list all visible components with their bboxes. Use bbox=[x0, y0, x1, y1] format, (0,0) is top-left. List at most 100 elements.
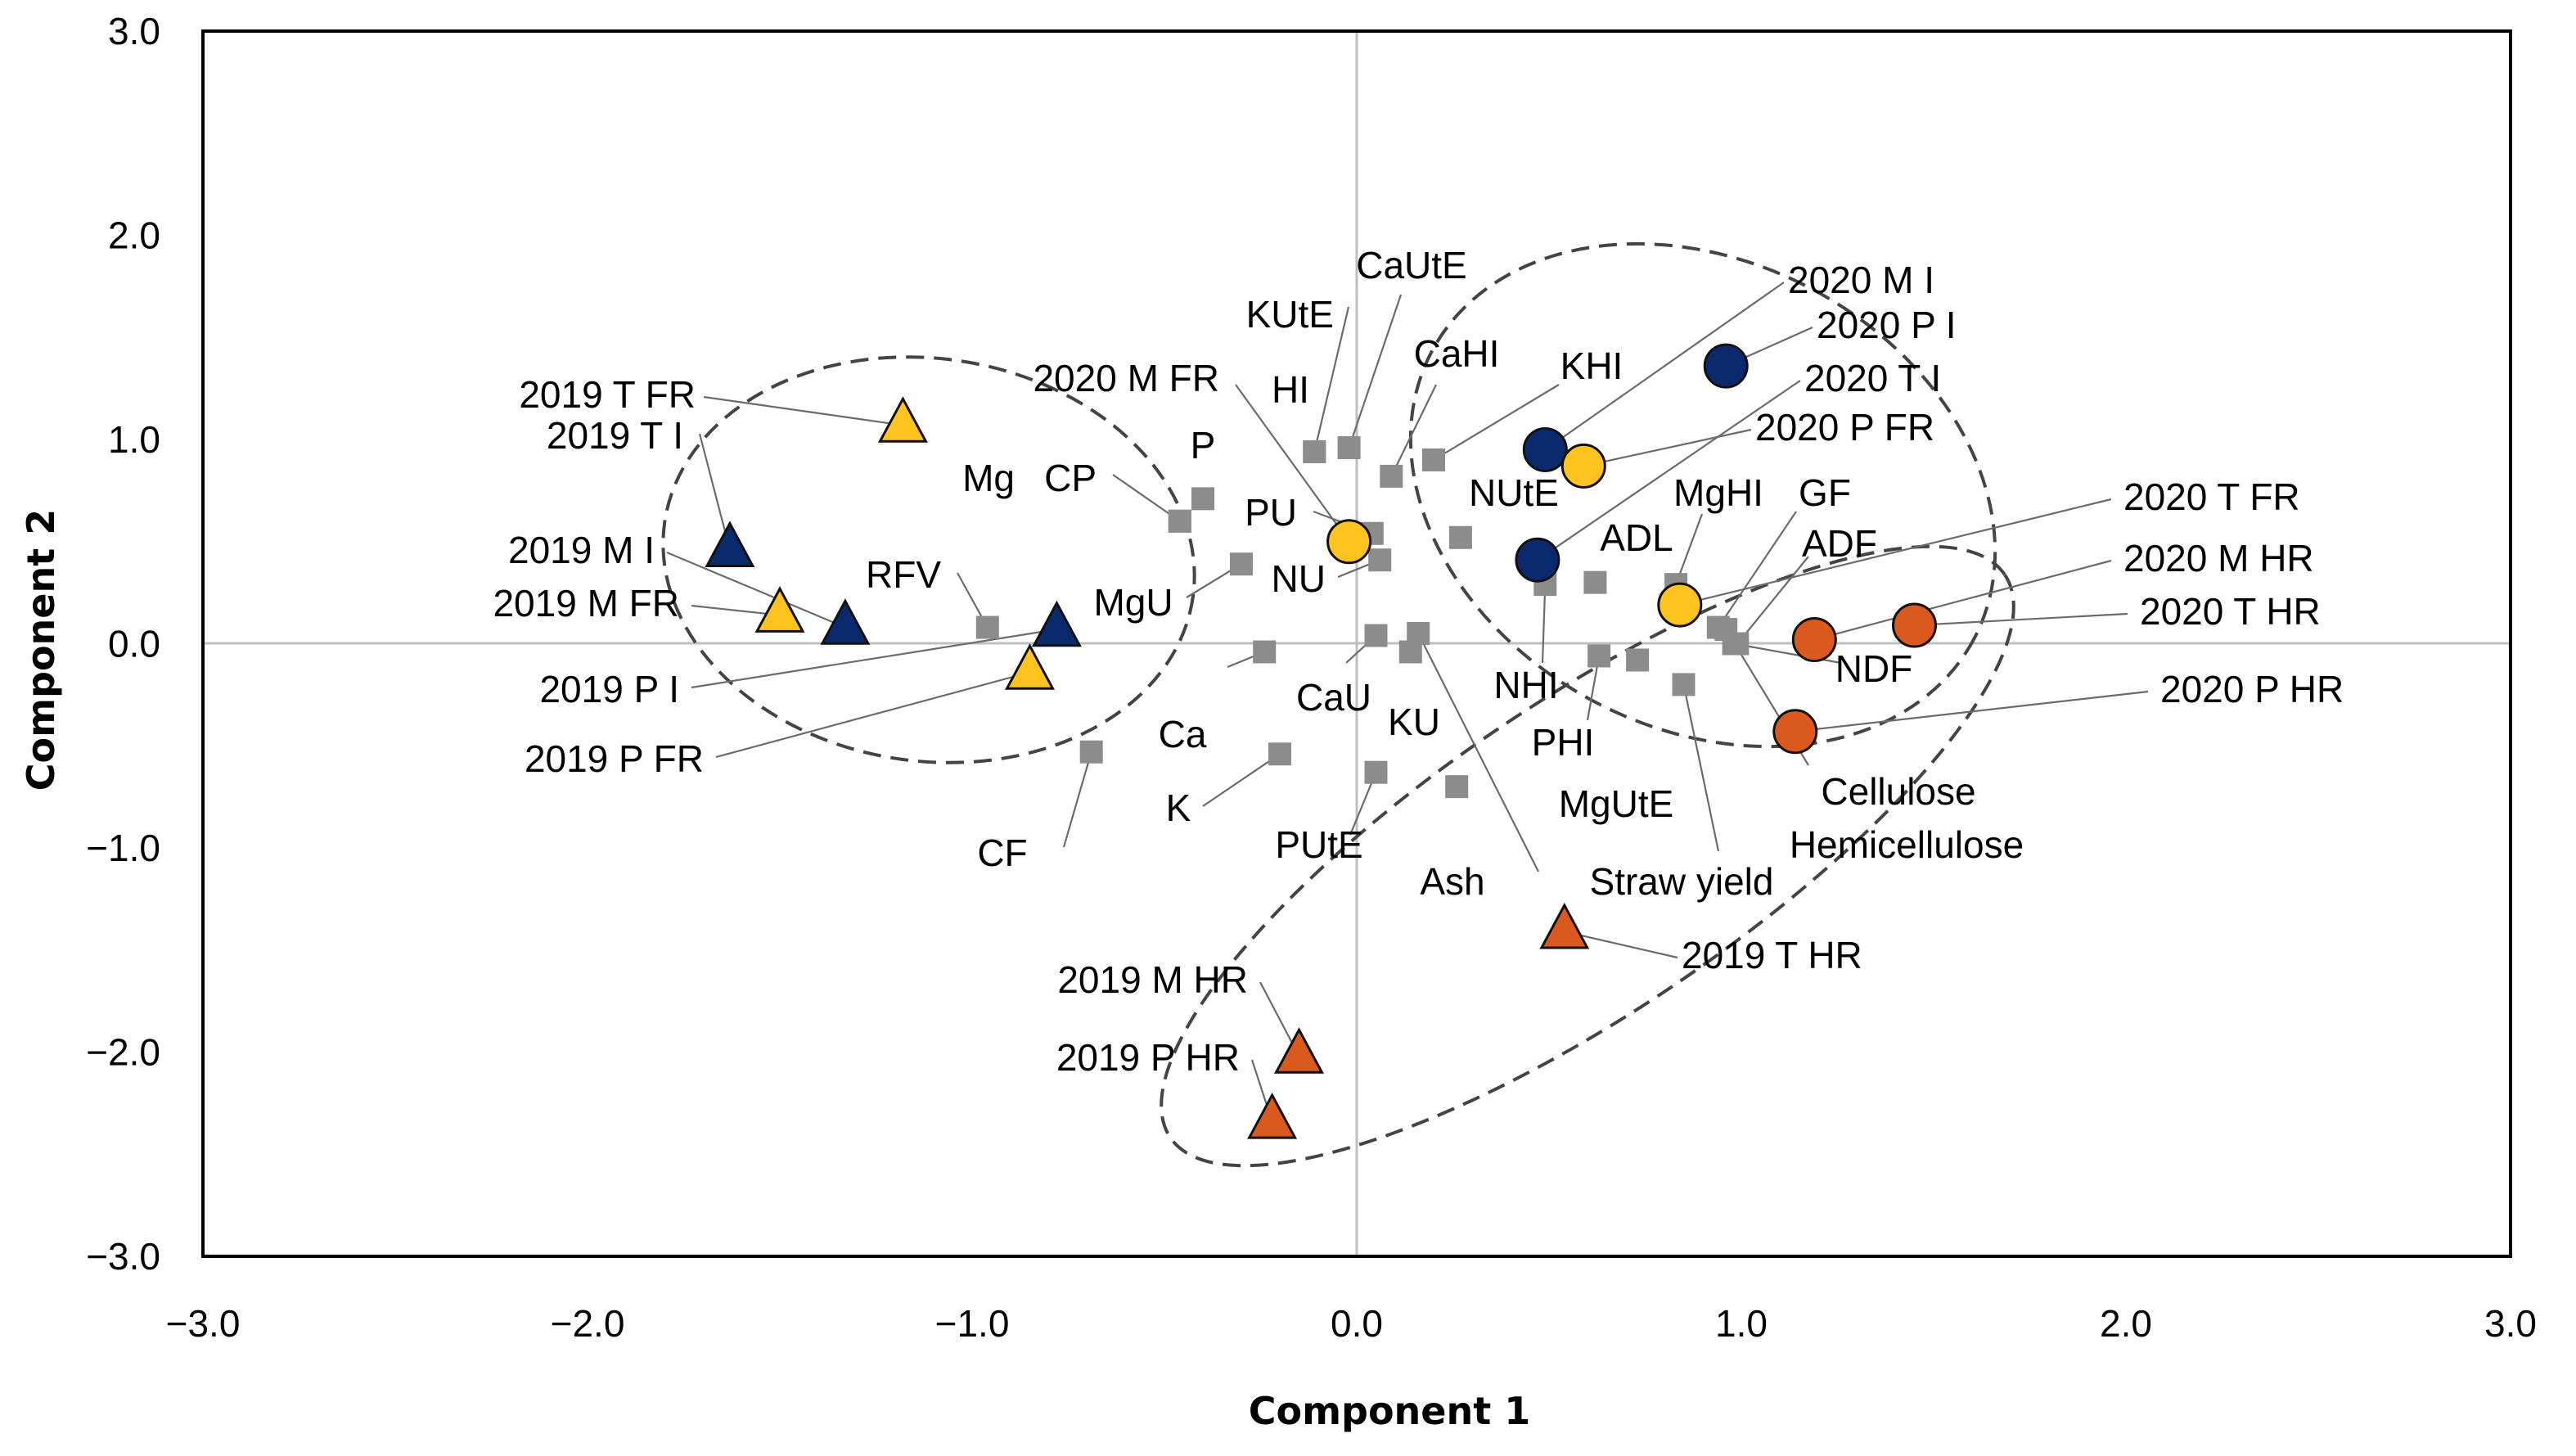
variable-label-khi: KHI bbox=[1560, 345, 1624, 387]
variable-marker-p bbox=[1191, 487, 1214, 511]
treatment-label-2020-m-i: 2020 M I bbox=[1788, 259, 1934, 301]
axis-ticks: −3.0 −2.0 −1.0 0.0 1.0 2.0 3.0 −3.0 −2.0 −1.0 0.0 1… bbox=[86, 10, 2537, 1345]
treatment-leader-2020-t-fr bbox=[1679, 498, 2112, 606]
y-tick-label: 3.0 bbox=[108, 10, 160, 52]
variable-label-ash: Ash bbox=[1420, 860, 1484, 903]
variable-label-nu: NU bbox=[1272, 557, 1326, 600]
treatment-marker-2019-m-i bbox=[820, 598, 871, 645]
y-tick-label: −2.0 bbox=[86, 1031, 160, 1074]
variable-marker-nute bbox=[1448, 525, 1472, 549]
variable-marker-cf bbox=[1079, 740, 1103, 764]
variable-label-phi: PHI bbox=[1532, 721, 1595, 764]
treatment-label-2020-t-fr: 2020 T FR bbox=[2123, 476, 2300, 518]
variable-label-ku: KU bbox=[1388, 701, 1440, 743]
treatment-marker-2020-p-fr bbox=[1560, 443, 1606, 489]
treatment-leader-2020-m-hr bbox=[1814, 559, 2112, 641]
variable-marker-ash bbox=[1445, 775, 1469, 799]
treatment-label-2019-p-fr: 2019 P FR bbox=[525, 737, 704, 780]
treatment-leader-2019-p-i bbox=[691, 628, 1057, 689]
y-tick-label: −1.0 bbox=[86, 827, 160, 869]
point-labels: KUtE CaUtE HI CaHI KHI P Mg CP PU NU NUtE MgHI GF ADF… bbox=[493, 244, 2344, 1079]
variable-leader-caute bbox=[1348, 294, 1403, 449]
treatment-label-2020-t-hr: 2020 T HR bbox=[2140, 590, 2321, 633]
variable-label-mghi: MgHI bbox=[1673, 471, 1763, 514]
x-tick-label: −1.0 bbox=[935, 1302, 1010, 1345]
treatment-marker-2019-m-fr bbox=[754, 586, 805, 633]
variable-leader-adf bbox=[1736, 556, 1809, 645]
ellipse-2020-i-fr bbox=[1408, 241, 1997, 749]
variable-marker-adl bbox=[1583, 570, 1607, 594]
treatment-marker-2019-t-fr bbox=[877, 396, 928, 443]
treatment-label-2020-p-hr: 2020 P HR bbox=[2160, 668, 2344, 710]
variable-marker-ca bbox=[1253, 640, 1277, 664]
treatment-marker-2020-t-hr bbox=[1892, 602, 1937, 648]
variable-leader-khi bbox=[1433, 384, 1560, 461]
treatment-label-2019-t-fr: 2019 T FR bbox=[519, 373, 696, 416]
variable-label-cahi: CaHI bbox=[1414, 332, 1500, 375]
variable-marker-k bbox=[1268, 742, 1291, 766]
treatment-label-2019-m-hr: 2019 M HR bbox=[1057, 958, 1248, 1001]
variable-label-pu: PU bbox=[1245, 491, 1297, 534]
treatment-label-2020-m-fr: 2020 M FR bbox=[1033, 357, 1219, 399]
treatment-leader-2019-p-fr bbox=[715, 671, 1030, 759]
variable-label-hi: HI bbox=[1272, 368, 1309, 411]
variable-label-caute: CaUtE bbox=[1356, 244, 1466, 286]
variable-marker-pute bbox=[1364, 760, 1388, 784]
ellipse-hr-group bbox=[1160, 544, 2015, 1168]
variable-leader-nhi bbox=[1541, 584, 1547, 664]
treatment-marker-2020-p-hr bbox=[1772, 709, 1818, 755]
variable-leader-gf bbox=[1717, 511, 1797, 629]
treatment-markers bbox=[705, 343, 1937, 1139]
variable-marker-hemicellulose bbox=[1672, 673, 1696, 696]
y-tick-label: 1.0 bbox=[108, 418, 160, 461]
variable-marker-mgu bbox=[1230, 552, 1253, 576]
treatment-label-2019-m-fr: 2019 M FR bbox=[493, 582, 679, 624]
variable-marker-cau bbox=[1364, 624, 1388, 647]
variable-marker-straw-yield bbox=[1407, 622, 1430, 646]
variable-marker-khi bbox=[1422, 448, 1445, 471]
treatment-marker-2020-m-hr bbox=[1791, 617, 1837, 663]
y-tick-label: 0.0 bbox=[108, 623, 160, 665]
variable-label-nute: NUtE bbox=[1469, 471, 1559, 514]
variable-label-mg: Mg bbox=[962, 457, 1015, 499]
variable-label-adl: ADL bbox=[1600, 516, 1673, 559]
variable-leader-cahi bbox=[1390, 384, 1437, 477]
treatment-leader-2020-m-i bbox=[1544, 282, 1785, 451]
variable-leader-mghi bbox=[1675, 513, 1704, 585]
treatment-marker-2019-m-hr bbox=[1273, 1027, 1325, 1074]
variable-label-p: P bbox=[1191, 424, 1216, 467]
treatment-marker-2020-t-fr bbox=[1657, 582, 1703, 628]
y-axis-title: Component 2 bbox=[19, 509, 63, 791]
variable-label-mgu: MgU bbox=[1093, 581, 1173, 624]
x-tick-label: 3.0 bbox=[2484, 1302, 2537, 1345]
treatment-marker-2019-p-fr bbox=[1004, 643, 1056, 690]
treatment-label-2020-t-i: 2020 T I bbox=[1804, 357, 1941, 399]
variable-marker-rfv bbox=[975, 615, 999, 639]
x-tick-label: −3.0 bbox=[166, 1302, 241, 1345]
variable-label-k: K bbox=[1166, 787, 1191, 829]
treatment-marker-2019-t-hr bbox=[1539, 902, 1590, 949]
treatment-label-2020-p-i: 2020 P I bbox=[1817, 304, 1957, 346]
treatment-leader-2020-t-hr bbox=[1914, 612, 2128, 627]
variable-marker-cp bbox=[1168, 509, 1191, 533]
variable-leader-k bbox=[1202, 753, 1281, 807]
variable-label-ca: Ca bbox=[1159, 713, 1207, 755]
variable-leader-cf bbox=[1062, 751, 1092, 848]
x-tick-label: 0.0 bbox=[1331, 1302, 1383, 1345]
variable-label-straw-yield: Straw yield bbox=[1590, 860, 1774, 903]
y-tick-label: 2.0 bbox=[108, 214, 160, 257]
x-axis-title: Component 1 bbox=[1249, 1389, 1531, 1433]
variable-label-hemicellulose: Hemicellulose bbox=[1790, 823, 2024, 866]
variable-label-cau: CaU bbox=[1296, 676, 1371, 719]
variable-leader-hemicellulose bbox=[1682, 684, 1720, 852]
treatment-label-2019-p-hr: 2019 P HR bbox=[1056, 1036, 1240, 1079]
variable-label-adf: ADF bbox=[1802, 522, 1877, 565]
variable-label-kute: KUtE bbox=[1246, 293, 1334, 336]
x-tick-label: 2.0 bbox=[2100, 1302, 2152, 1345]
treatment-marker-2019-p-hr bbox=[1247, 1092, 1298, 1139]
x-tick-label: −2.0 bbox=[551, 1302, 625, 1345]
y-tick-label: −3.0 bbox=[86, 1235, 160, 1278]
variable-marker-cahi bbox=[1380, 464, 1403, 488]
variable-label-cellulose: Cellulose bbox=[1821, 770, 1975, 813]
